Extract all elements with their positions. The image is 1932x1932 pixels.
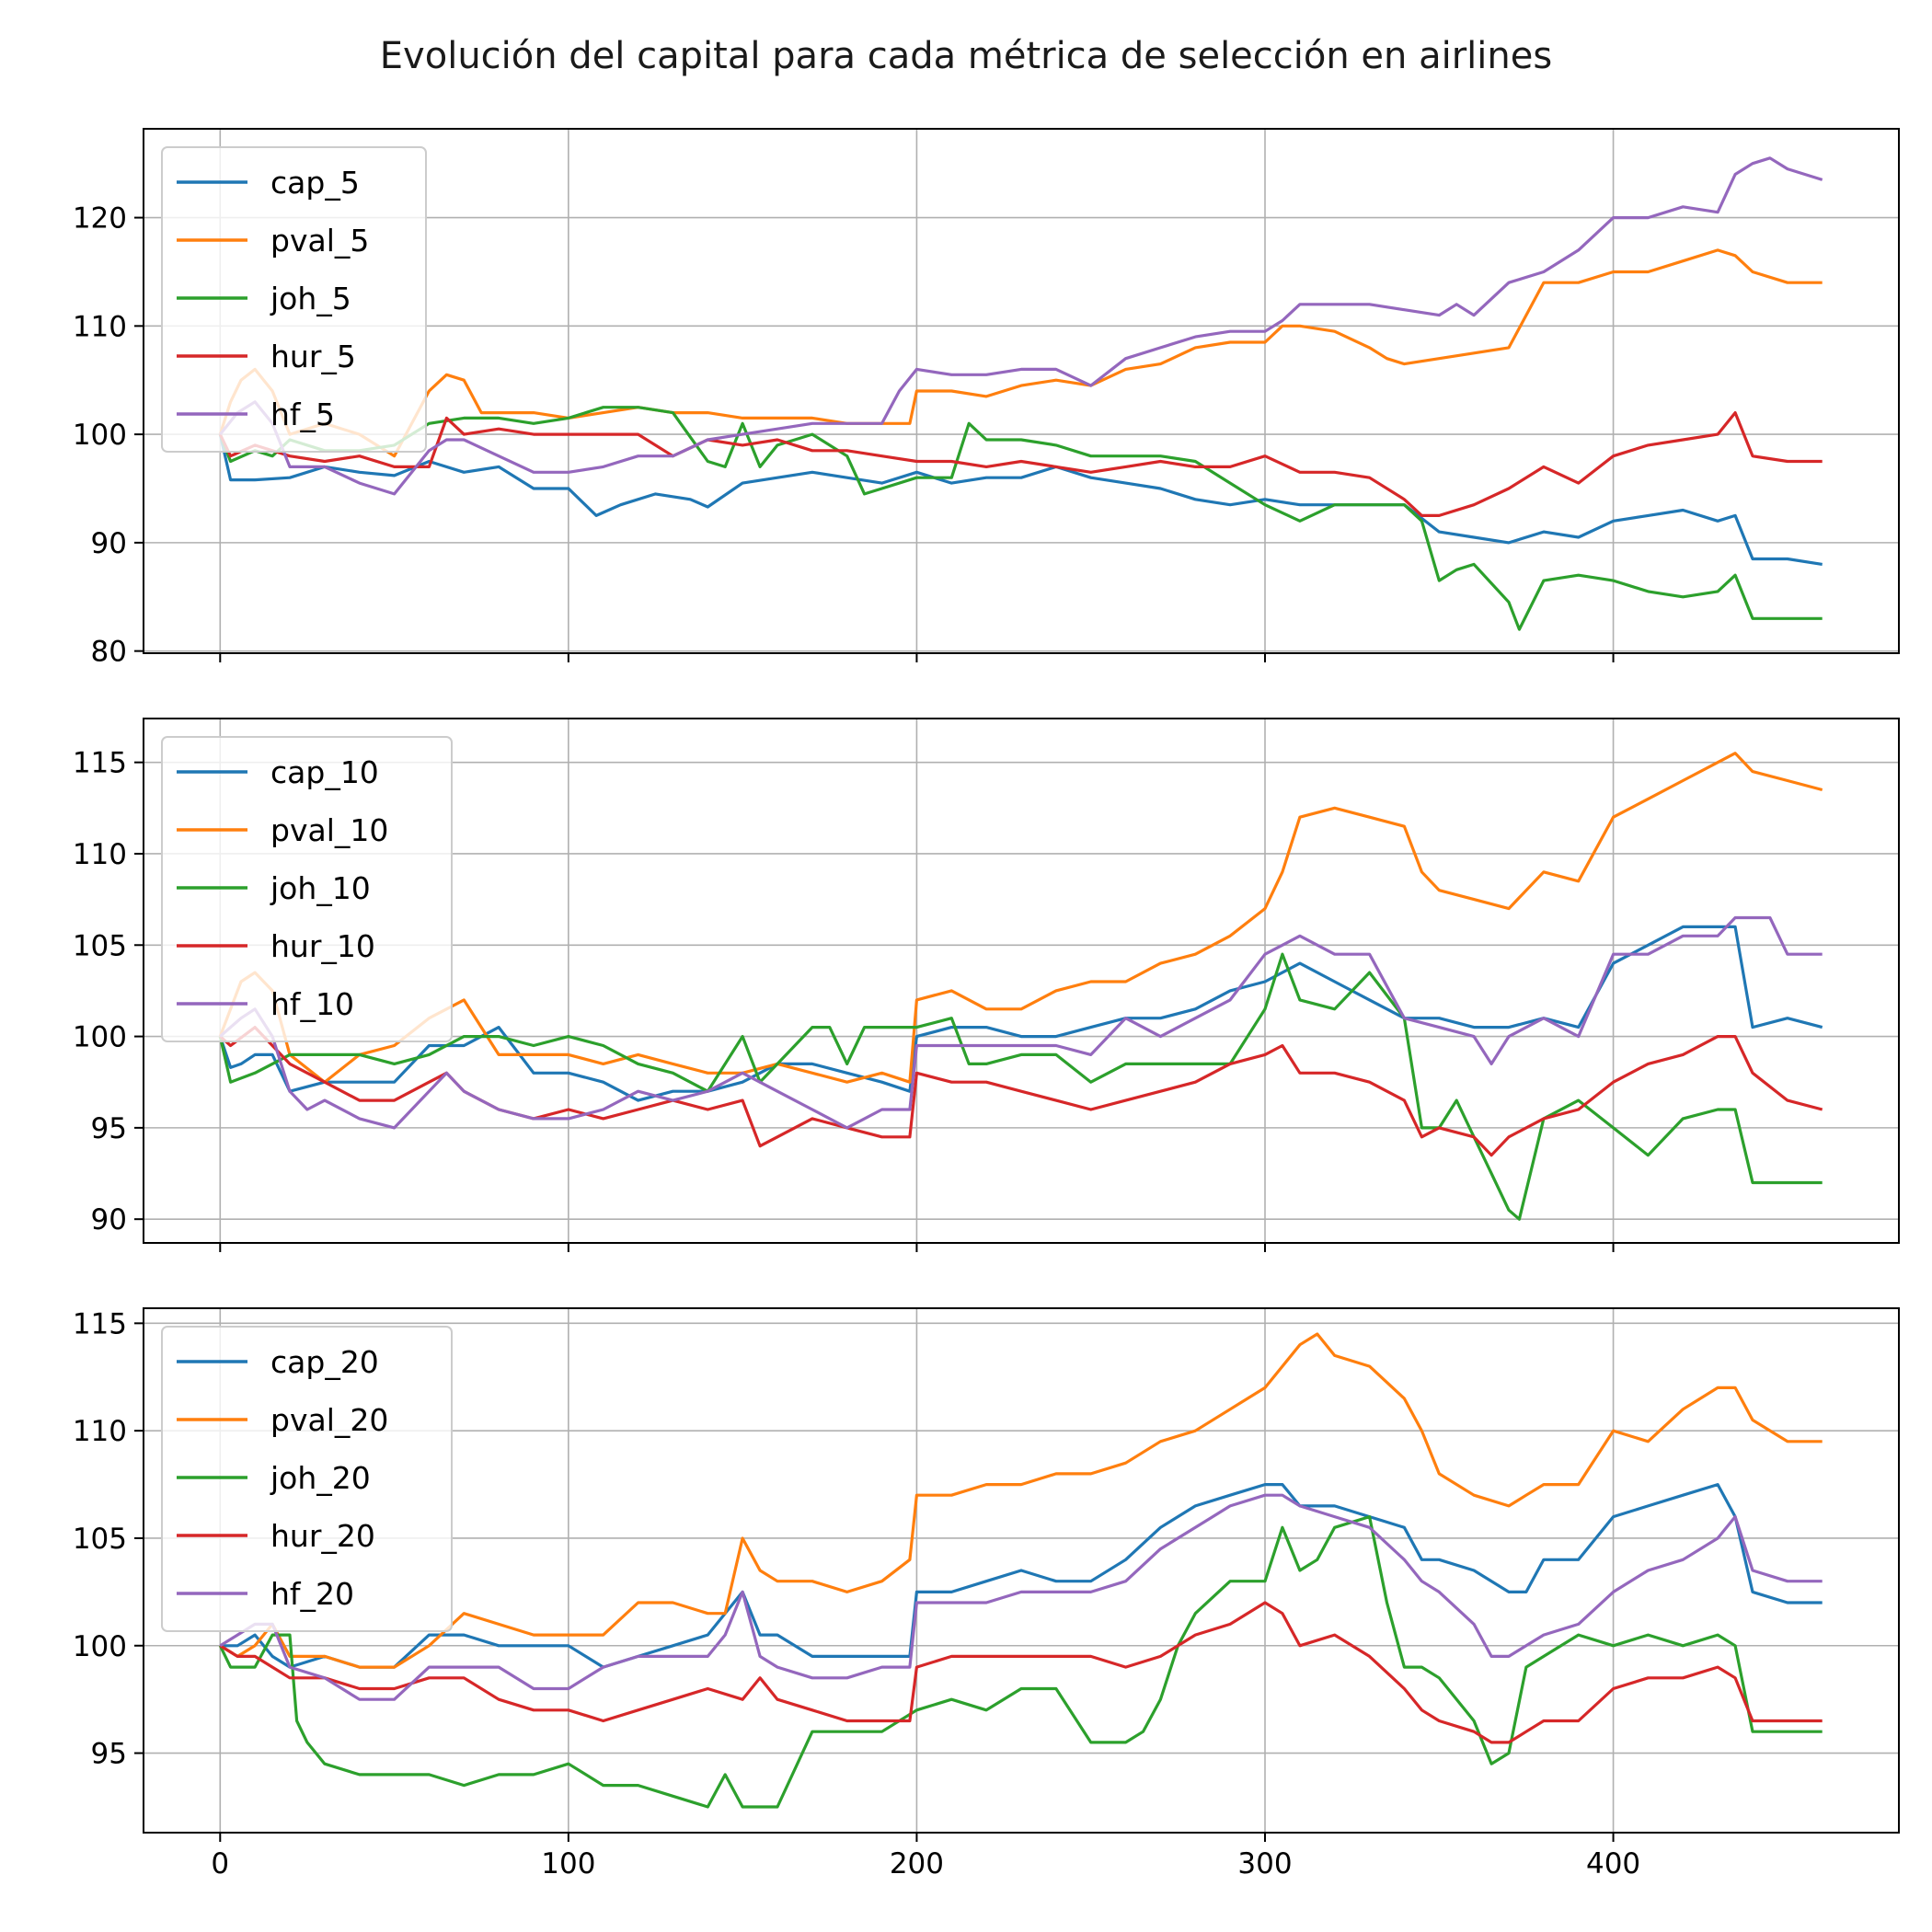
y-tick-label: 90 [91, 1203, 127, 1236]
series-group [218, 752, 1823, 1221]
legend-label: pval_20 [270, 1402, 388, 1438]
y-tick-label: 110 [73, 1415, 127, 1448]
plot-frame [143, 1307, 1900, 1834]
series-line-pval_10 [218, 752, 1823, 1084]
y-tick-label: 80 [91, 636, 127, 669]
legend-label: hf_20 [270, 1576, 354, 1612]
x-tick-label: 400 [1586, 1847, 1640, 1880]
x-tick-label: 200 [890, 1847, 944, 1880]
y-tick-label: 95 [91, 1112, 127, 1145]
plot-frame [143, 718, 1900, 1244]
y-tick-label: 90 [91, 527, 127, 560]
subplot-1: 80 90 100 110 120 cap_5 pval_5 joh_5 hur_5 hf_5 [73, 128, 1900, 669]
series-line-cap_5 [218, 433, 1823, 566]
series-line-hf_5 [219, 156, 1823, 496]
y-tick-label: 115 [73, 747, 127, 780]
x-tick-label: 0 [211, 1847, 229, 1880]
y-tick-label: 110 [73, 310, 127, 343]
y-tick-label: 95 [91, 1738, 127, 1771]
legend-box [161, 146, 427, 453]
y-tick-label: 105 [73, 1523, 127, 1556]
plot-frame [143, 128, 1900, 654]
y-tick-label: 100 [73, 1630, 127, 1663]
series-line-joh_5 [218, 406, 1823, 631]
legend-label: cap_10 [270, 754, 379, 790]
legend: cap_10 pval_10 joh_10 hur_10 hf_10 [161, 736, 453, 1042]
subplot-3: 95 100 105 110 115 0 100 200 300 400 cap_20 pval_20… [73, 1307, 1900, 1880]
legend-label: hur_20 [270, 1518, 375, 1554]
y-tick-label: 100 [73, 1021, 127, 1054]
series-line-joh_10 [218, 952, 1823, 1221]
series-group [218, 1332, 1823, 1809]
legend-label: hf_5 [270, 397, 335, 432]
legend-label: cap_5 [270, 165, 360, 201]
legend-label: joh_20 [270, 1460, 371, 1496]
y-tick-label: 115 [73, 1307, 127, 1340]
legend-label: joh_5 [270, 281, 351, 316]
series-line-pval_20 [219, 1332, 1823, 1669]
legend-box [161, 1326, 453, 1632]
legend-label: pval_10 [270, 812, 388, 848]
legend-label: hur_5 [270, 339, 356, 374]
series-line-hf_20 [219, 1493, 1823, 1701]
legend-label: cap_20 [270, 1344, 379, 1380]
legend-label: pval_5 [270, 223, 369, 259]
series-line-joh_20 [218, 1514, 1823, 1809]
figure-title: Evolución del capital para cada métrica … [379, 35, 1553, 77]
y-tick-label: 105 [73, 929, 127, 962]
series-line-hf_10 [219, 915, 1823, 1130]
chart-panels: 80 90 100 110 120 cap_5 pval_5 joh_5 hur_5 hf_5 90… [73, 128, 1900, 1880]
x-tick-label: 300 [1237, 1847, 1292, 1880]
series-line-cap_10 [218, 925, 1823, 1102]
series-line-hur_20 [219, 1601, 1823, 1744]
series-line-pval_5 [218, 248, 1823, 458]
legend-box [161, 736, 453, 1042]
y-tick-label: 110 [73, 838, 127, 871]
legend: cap_5 pval_5 joh_5 hur_5 hf_5 [161, 146, 427, 453]
legend-label: hf_10 [270, 986, 354, 1022]
series-line-hur_5 [218, 411, 1823, 518]
legend-label: joh_10 [270, 870, 371, 906]
y-tick-label: 100 [73, 419, 127, 452]
x-tick-label: 100 [541, 1847, 595, 1880]
series-group [218, 156, 1823, 631]
legend-label: hur_10 [270, 928, 375, 964]
series-line-cap_20 [220, 1482, 1823, 1669]
subplot-2: 90 95 100 105 110 115 cap_10 pval_10 joh_10 hur_1… [73, 718, 1900, 1252]
legend: cap_20 pval_20 joh_20 hur_20 hf_20 [161, 1326, 453, 1632]
y-tick-label: 120 [73, 202, 127, 236]
